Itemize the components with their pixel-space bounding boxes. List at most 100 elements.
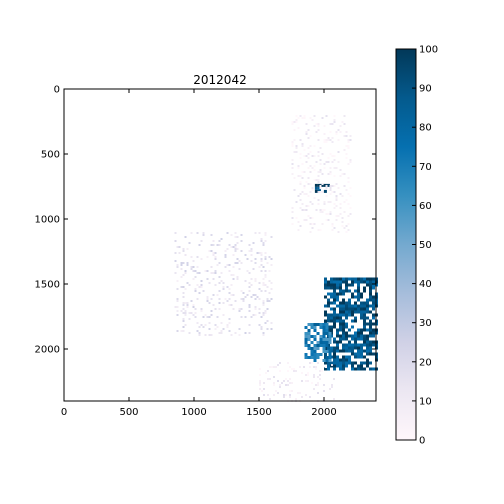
heatmap-cell [333, 346, 336, 350]
heatmap-cell [317, 186, 321, 190]
heatmap-cell [271, 366, 273, 368]
heatmap-cell [319, 323, 323, 326]
heatmap-cell [301, 171, 304, 173]
heatmap-cell [291, 167, 294, 169]
heatmap-cell [279, 362, 281, 364]
heatmap-cell [330, 301, 333, 305]
heatmap-cell [345, 135, 348, 137]
heatmap-cell [309, 231, 312, 233]
heatmap-cell [354, 352, 357, 356]
heatmap-cell [248, 282, 251, 284]
heatmap-cell [313, 125, 316, 127]
heatmap-cell [324, 304, 327, 308]
heatmap-cell [273, 376, 275, 378]
heatmap-cell [323, 390, 325, 392]
heatmap-cell [198, 272, 201, 274]
heatmap-cell [324, 295, 327, 299]
heatmap-cell [218, 262, 221, 264]
heatmap-cell [319, 338, 323, 341]
heatmap-region-fringe-lower-right [304, 323, 332, 362]
heatmap-cell [301, 380, 303, 382]
heatmap-cell [369, 310, 372, 314]
heatmap-cell [339, 292, 342, 296]
heatmap-cell [349, 207, 352, 209]
heatmap-cell [313, 155, 316, 157]
heatmap-cell [210, 334, 213, 336]
heatmap-cell [348, 340, 351, 344]
heatmap-cell [331, 386, 333, 388]
heatmap-cell [228, 244, 231, 246]
heatmap-cell [347, 203, 350, 205]
heatmap-cell [188, 242, 191, 244]
heatmap-cell [351, 304, 354, 308]
heatmap-cell [262, 266, 265, 268]
heatmap-cell [190, 232, 193, 234]
heatmap-cell [222, 288, 225, 290]
heatmap-cell [345, 331, 348, 335]
heatmap-cell [311, 155, 314, 157]
heatmap-cell [299, 175, 302, 177]
heatmap-cell [295, 145, 298, 147]
heatmap-cell [279, 384, 281, 386]
heatmap-cell [337, 231, 340, 233]
heatmap-cell [329, 131, 332, 133]
heatmap-cell [297, 175, 300, 177]
heatmap-cell [335, 219, 338, 221]
heatmap-cell [305, 209, 308, 211]
heatmap-cell [180, 330, 183, 332]
heatmap-cell [291, 143, 294, 145]
heatmap-cell [311, 223, 314, 225]
heatmap-cell [360, 331, 363, 335]
heatmap-cell [301, 117, 304, 119]
heatmap-cell [186, 306, 189, 308]
heatmap-cell [202, 326, 205, 328]
heatmap-cell [196, 232, 199, 234]
heatmap-cell [194, 316, 197, 318]
heatmap-cell [293, 139, 296, 141]
heatmap-cell [323, 125, 326, 127]
heatmap-cell [333, 227, 336, 229]
heatmap-cell [360, 310, 363, 314]
heatmap-cell [333, 207, 336, 209]
heatmap-cell [319, 171, 322, 173]
heatmap-cell [325, 329, 329, 332]
heatmap-cell [354, 367, 357, 371]
heatmap-cell [345, 189, 348, 191]
heatmap-cell [329, 153, 332, 155]
heatmap-cell [325, 332, 329, 335]
heatmap-cell [319, 191, 322, 193]
heatmap-cell [200, 240, 203, 242]
heatmap-cell [351, 349, 354, 353]
heatmap-cell [307, 177, 310, 179]
heatmap-cell [322, 335, 326, 338]
heatmap-cell [313, 366, 315, 368]
heatmap-cell [291, 123, 294, 125]
heatmap-cell [263, 382, 265, 384]
heatmap-cell [190, 300, 193, 302]
heatmap-cell [336, 292, 339, 296]
heatmap-cell [335, 183, 338, 185]
heatmap-cell [319, 211, 322, 213]
heatmap-cell [176, 264, 179, 266]
heatmap-cell [363, 280, 366, 284]
heatmap-cell [234, 236, 237, 238]
heatmap-cell [250, 296, 253, 298]
heatmap-cell [307, 374, 309, 376]
heatmap-cell [348, 277, 351, 281]
heatmap-cell [301, 177, 304, 179]
heatmap-cell [262, 242, 265, 244]
heatmap-cell [182, 302, 185, 304]
heatmap-cell [335, 197, 338, 199]
heatmap-cell [212, 244, 215, 246]
heatmap-cell [218, 244, 221, 246]
heatmap-cell [291, 390, 293, 392]
heatmap-cell [351, 346, 354, 350]
heatmap-cell [325, 115, 328, 117]
heatmap-cell [333, 115, 336, 117]
heatmap-cell [174, 252, 177, 254]
heatmap-cell [236, 242, 239, 244]
heatmap-cell [323, 183, 327, 187]
heatmap-cell [325, 344, 329, 347]
heatmap-cell [369, 286, 372, 290]
heatmap-cell [264, 252, 267, 254]
